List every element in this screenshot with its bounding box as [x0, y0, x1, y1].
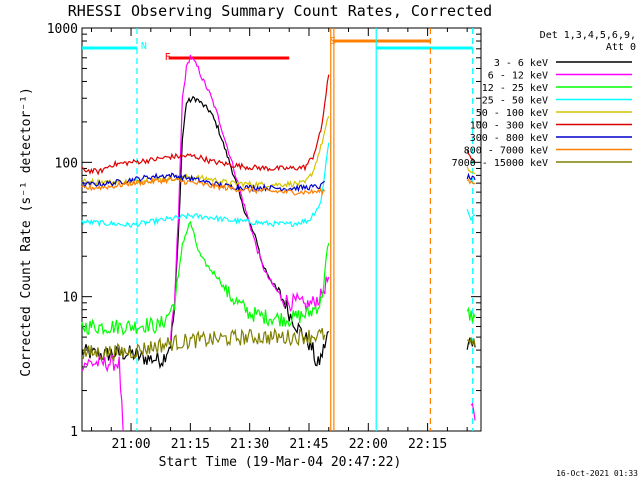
chart-title: RHESSI Observing Summary Count Rates, Co… [68, 2, 492, 20]
series-line [466, 306, 476, 323]
series-line [81, 116, 330, 188]
series-line [466, 208, 476, 222]
series-line [81, 327, 326, 362]
x-tick-label: 21:45 [289, 437, 328, 452]
y-tick-label: 1000 [47, 22, 78, 37]
y-tick-label: 10 [62, 291, 78, 306]
legend: Det 1,3,4,5,6,9,Att 0 3 - 6 keV 6 - 12 keV… [452, 30, 636, 169]
x-tick-label: 21:15 [171, 437, 210, 452]
series-line [466, 337, 476, 347]
y-tick-label: 1 [70, 425, 78, 440]
series-line [81, 142, 330, 229]
series-layer [81, 54, 476, 432]
series-line [81, 220, 330, 336]
legend-label: 50 - 100 keV [476, 108, 548, 119]
y-tick-labels: 1 10 100 1000 [47, 22, 78, 440]
axis-ticks [82, 28, 481, 432]
legend-label: 300 - 800 keV [470, 133, 548, 144]
x-axis-label: Start Time (19-Mar-04 20:47:22) [159, 455, 402, 470]
flag-letter: N [141, 41, 147, 52]
series-line [470, 402, 476, 421]
x-tick-label: 22:15 [408, 437, 447, 452]
x-tick-label: 22:00 [349, 437, 388, 452]
series-line [466, 166, 476, 175]
plot-frame [81, 27, 482, 432]
series-line [81, 95, 330, 370]
series-line [466, 178, 476, 185]
flag-letter: S [330, 36, 336, 47]
legend-label: 3 - 6 keV [494, 58, 548, 69]
series-line [81, 176, 326, 197]
legend-label: 7000 - 15000 keV [452, 158, 548, 169]
series-line [170, 54, 330, 340]
legend-label: 800 - 7000 keV [464, 146, 548, 157]
x-tick-label: 21:00 [111, 437, 150, 452]
series-line [466, 172, 476, 181]
legend-label: 6 - 12 keV [488, 71, 548, 82]
series-line [81, 354, 124, 432]
x-tick-label: 21:30 [230, 437, 269, 452]
legend-label: 100 - 300 keV [470, 121, 548, 132]
x-tick-labels: 21:00 21:15 21:30 21:45 22:00 22:15 [111, 437, 447, 452]
legend-header: Att 0 [606, 42, 636, 53]
flag-letter: F [165, 52, 171, 63]
legend-label: 25 - 50 keV [482, 96, 548, 107]
series-line [466, 149, 476, 163]
annotations: N F S [82, 28, 474, 431]
footer-timestamp: 16-Oct-2021 01:33 [556, 469, 638, 478]
y-tick-label: 100 [55, 156, 78, 171]
legend-header: Det 1,3,4,5,6,9, [540, 30, 636, 41]
y-axis-label: Corrected Count Rate (s⁻¹ detector⁻¹) [19, 87, 34, 377]
legend-label: 12 - 25 keV [482, 83, 548, 94]
series-line [81, 74, 330, 176]
